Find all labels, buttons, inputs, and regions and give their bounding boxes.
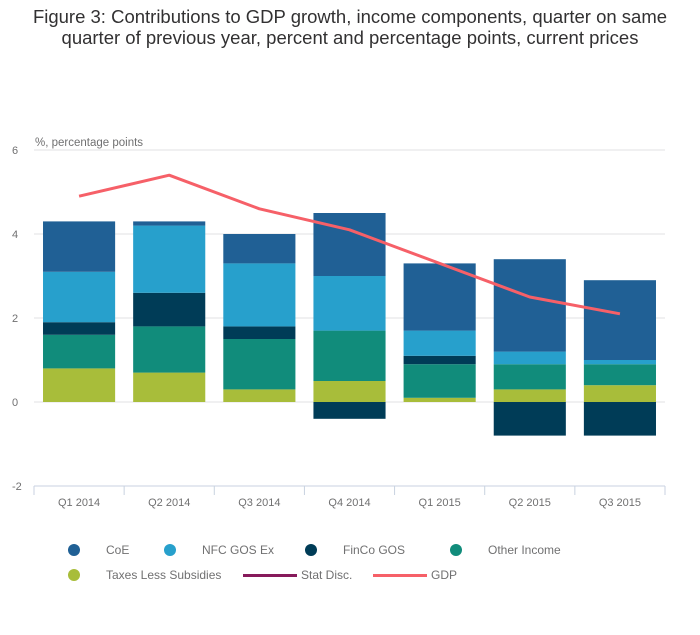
legend-item[interactable]: GDP (373, 566, 457, 584)
bar-segment-taxes-less-subsidies (43, 368, 116, 402)
x-tick-label: Q1 2014 (58, 497, 100, 509)
x-tick-label: Q2 2014 (148, 497, 190, 509)
legend-label: Stat Disc. (301, 568, 353, 582)
bars (43, 213, 656, 436)
legend-item[interactable]: Stat Disc. (243, 566, 352, 584)
bar-segment-finco-gos (43, 322, 116, 335)
bar-segment-taxes-less-subsidies (313, 381, 386, 402)
bar-segment-coe (493, 259, 566, 352)
chart-plot: -2 0 2 4 6 %, percentage points Q1 2014 Q2 20… (12, 137, 666, 509)
legend-dot-icon (164, 544, 176, 556)
bar-segment-nfc-gos-ex (43, 271, 116, 323)
bar-segment-coe (583, 280, 656, 360)
legend-item[interactable]: CoE (68, 541, 129, 559)
x-tick-label: Q2 2015 (509, 497, 551, 509)
bar-segment-taxes-less-subsidies (133, 372, 206, 402)
legend-label: Taxes Less Subsidies (106, 568, 222, 582)
bar-segment-finco-gos (583, 402, 656, 436)
legend-dot-icon (68, 544, 80, 556)
legend-label: FinCo GOS (343, 543, 406, 557)
bar-segment-nfc-gos-ex (313, 276, 386, 331)
x-axis: Q1 2014 Q2 2014 Q3 2014 Q4 2014 Q1 2015 Q2 20… (33, 485, 666, 509)
x-tick-label: Q3 2015 (599, 497, 641, 509)
y-tick-label: -2 (12, 481, 22, 493)
bar-segment-coe (133, 221, 206, 226)
legend-line-icon (373, 573, 427, 577)
bar-segment-nfc-gos-ex (583, 360, 656, 365)
bar-segment-coe (223, 234, 296, 264)
legend-item[interactable]: Other Income (450, 541, 561, 559)
bar-segment-finco-gos (493, 402, 566, 436)
bar-segment-finco-gos (313, 402, 386, 419)
legend-label: CoE (106, 543, 130, 557)
bar-segment-other-income (493, 364, 566, 390)
chart-title: Figure 3: Contributions to GDP growth, i… (32, 6, 668, 48)
bar-segment-nfc-gos-ex (493, 351, 566, 365)
legend-label: NFC GOS Ex (202, 543, 275, 557)
legend-item[interactable]: FinCo GOS (305, 541, 405, 559)
legend-item[interactable]: Taxes Less Subsidies (68, 566, 221, 584)
legend-label: GDP (431, 568, 458, 582)
y-tick-label: 6 (12, 145, 18, 157)
y-axis-label: %, percentage points (35, 137, 143, 149)
y-tick-label: 4 (12, 229, 18, 241)
legend-dot-icon (450, 544, 462, 556)
bar-segment-taxes-less-subsidies (403, 397, 476, 402)
bar-segment-other-income (313, 330, 386, 381)
bar-segment-taxes-less-subsidies (493, 389, 566, 402)
bar-segment-other-income (223, 339, 296, 390)
x-tick-label: Q1 2015 (419, 497, 461, 509)
x-tick-label: Q4 2014 (328, 497, 370, 509)
bar-segment-coe (43, 221, 116, 272)
bar-segment-finco-gos (403, 355, 476, 365)
bar-segment-nfc-gos-ex (223, 263, 296, 327)
bar-segment-nfc-gos-ex (133, 225, 206, 293)
legend-dot-icon (68, 569, 80, 581)
bar-segment-nfc-gos-ex (403, 330, 476, 356)
x-tick-label: Q3 2014 (238, 497, 280, 509)
legend-dot-icon (305, 544, 317, 556)
bar-segment-finco-gos (223, 326, 296, 339)
bar-segment-other-income (403, 364, 476, 398)
bar-segment-taxes-less-subsidies (583, 385, 656, 402)
lines (78, 173, 621, 316)
line-gdp (78, 173, 621, 316)
y-tick-label: 0 (12, 397, 18, 409)
legend-item[interactable]: NFC GOS Ex (164, 541, 274, 559)
y-axis: -2 0 2 4 6 (12, 145, 22, 493)
bar-segment-other-income (133, 326, 206, 373)
bar-segment-finco-gos (133, 292, 206, 327)
legend-label: Other Income (488, 543, 561, 557)
bar-segment-taxes-less-subsidies (223, 389, 296, 402)
bar-segment-other-income (583, 364, 656, 386)
y-tick-label: 2 (12, 313, 18, 325)
legend-line-icon (243, 573, 297, 577)
bar-segment-coe (403, 263, 476, 331)
bar-segment-other-income (43, 334, 116, 369)
